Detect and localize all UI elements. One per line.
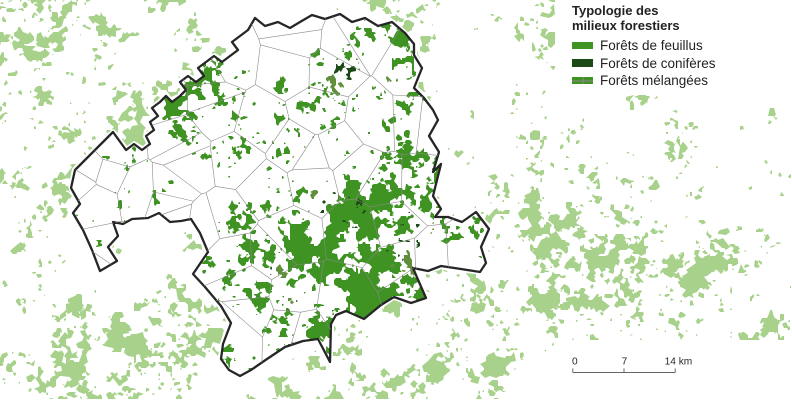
svg-text:14 km: 14 km [665,356,693,367]
svg-text:0: 0 [572,356,578,367]
svg-text:7: 7 [622,356,628,367]
